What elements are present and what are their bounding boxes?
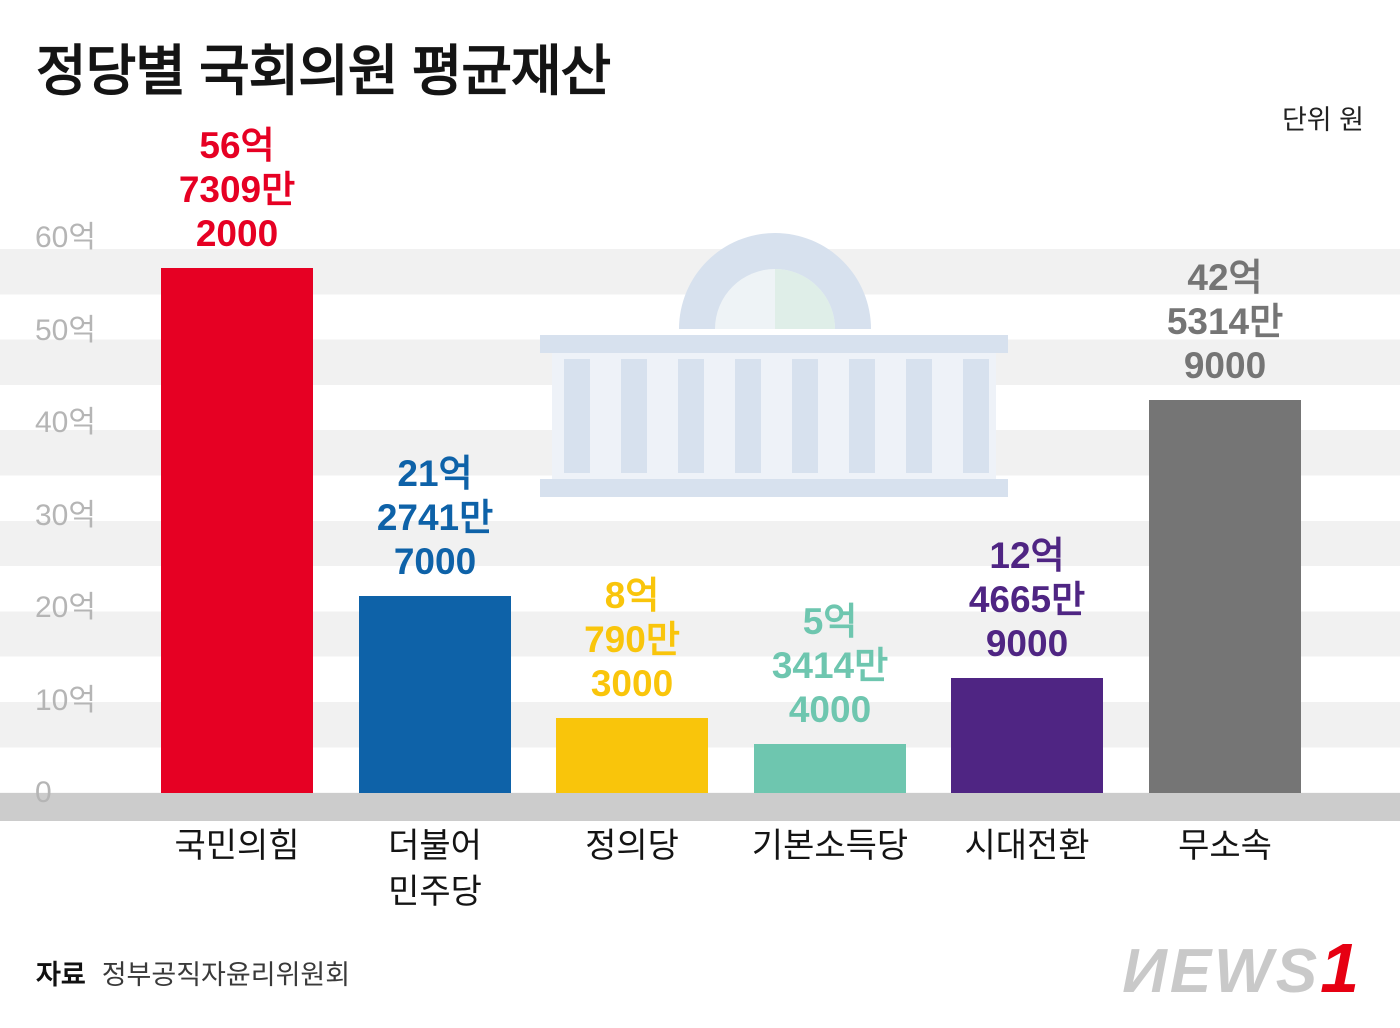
value-label-더불어민주당: 21억 2741만 7000 — [376, 453, 494, 582]
value-label-기본소득당: 5억 3414만 4000 — [771, 601, 889, 730]
value-label-국민의힘: 56억 7309만 2000 — [178, 125, 296, 254]
news1-logo: ИEWS1 — [1122, 928, 1362, 1008]
bar-국민의힘 — [161, 268, 313, 793]
y-tick-label-10억: 10억 — [35, 683, 96, 717]
x-axis-label-무소속: 무소속 — [1178, 827, 1272, 865]
value-label-정의당: 8억 790만 3000 — [584, 575, 680, 704]
unit-label: 단위 원 — [1281, 105, 1364, 135]
y-tick-label-50억: 50억 — [35, 313, 96, 347]
source-name: 정부공직자윤리위원회 — [101, 960, 351, 990]
y-tick-label-60억: 60억 — [35, 221, 96, 254]
logo-text: ИEWS — [1122, 937, 1321, 1006]
value-label-무소속: 42억 5314만 9000 — [1166, 257, 1284, 386]
source-note: 자료 정부공직자윤리위원회 — [36, 953, 350, 992]
y-tick-label-30억: 30억 — [35, 498, 96, 532]
value-label-시대전환: 12억 4665만 9000 — [968, 535, 1086, 664]
bar-시대전환 — [951, 678, 1103, 793]
chart-title: 정당별 국회의원 평균재산 — [36, 40, 611, 102]
y-tick-label-0: 0 — [35, 776, 52, 809]
x-axis-label-기본소득당: 기본소득당 — [751, 827, 909, 865]
bar-무소속 — [1149, 400, 1301, 793]
y-tick-label-20억: 20억 — [35, 591, 96, 624]
x-axis-baseline — [0, 793, 1400, 821]
assembly-building-watermark-icon — [540, 233, 1008, 497]
bar-더불어민주당 — [359, 596, 511, 793]
source-label: 자료 — [36, 960, 86, 990]
y-tick-label-40억: 40억 — [35, 406, 96, 439]
x-axis-label-정의당: 정의당 — [585, 827, 679, 865]
bar-정의당 — [556, 718, 708, 793]
logo-accent: 1 — [1320, 929, 1362, 1007]
x-axis-label-국민의힘: 국민의힘 — [174, 827, 300, 865]
x-axis-label-시대전환: 시대전환 — [964, 827, 1090, 865]
x-axis-label-더불어민주당: 더불어 민주당 — [388, 827, 482, 911]
bar-기본소득당 — [754, 744, 906, 793]
